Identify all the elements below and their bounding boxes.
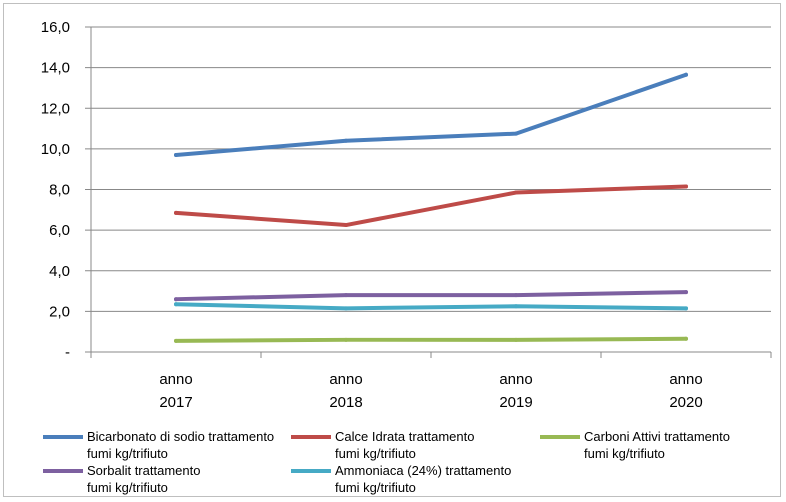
y-tick-label: 6,0	[49, 222, 70, 239]
data-point	[344, 306, 348, 311]
data-point	[684, 336, 688, 341]
legend-label-line: Calce Idrata trattamento	[335, 429, 475, 444]
tick-labels: - 2,0 4,0 6,0 8,0 10,0 12,0 14,0 16,0 anno 2017 ann…	[41, 19, 703, 411]
y-tick-label: 16,0	[41, 19, 70, 36]
y-tick-label: 4,0	[49, 263, 70, 280]
series-line-3	[174, 336, 688, 343]
legend-label: Calce Idrata trattamento fumi kg/trifiuto	[335, 428, 474, 462]
axes	[85, 26, 772, 358]
data-point	[684, 290, 688, 295]
series-line-4	[174, 290, 688, 302]
x-tick-label: anno	[499, 371, 532, 388]
data-point	[514, 131, 518, 136]
x-tick-label: 2019	[499, 394, 532, 411]
legend-label-line: fumi kg/trifiuto	[87, 480, 168, 495]
legend-label-line: fumi kg/trifiuto	[335, 480, 416, 495]
legend-label-line: Carboni Attivi trattamento	[584, 429, 730, 444]
legend-swatch	[43, 435, 83, 439]
data-point	[174, 152, 178, 157]
data-point	[514, 304, 518, 309]
data-point	[514, 293, 518, 298]
x-tick-label: anno	[329, 371, 362, 388]
y-tick-label: 14,0	[41, 60, 70, 77]
series-line-1	[174, 72, 688, 157]
data-point	[684, 306, 688, 311]
x-tick-label: anno	[669, 371, 702, 388]
legend-swatch	[43, 469, 83, 473]
y-tick-label: -	[65, 344, 70, 361]
data-point	[174, 338, 178, 343]
series-lines	[174, 72, 688, 343]
y-tick-label: 12,0	[41, 100, 70, 117]
data-point	[684, 72, 688, 77]
legend-label: Bicarbonato di sodio trattamento fumi kg/…	[87, 428, 274, 462]
legend-label-line: Sorbalit trattamento	[87, 463, 201, 478]
legend-label: Ammoniaca (24%) trattamento fumi kg/trifi…	[335, 462, 511, 496]
x-tick-label: 2017	[159, 394, 192, 411]
data-point	[514, 190, 518, 195]
data-point	[344, 138, 348, 143]
data-point	[344, 337, 348, 342]
legend-label-line: fumi kg/trifiuto	[584, 446, 665, 461]
x-tick-label: anno	[159, 371, 192, 388]
legend-label: Carboni Attivi trattamento fumi kg/trifiu…	[584, 428, 730, 462]
legend-swatch	[291, 469, 331, 473]
x-tick-label: 2018	[329, 394, 362, 411]
data-point	[514, 337, 518, 342]
y-tick-label: 8,0	[49, 182, 70, 199]
y-tick-label: 10,0	[41, 141, 70, 158]
y-tick-label: 2,0	[49, 303, 70, 320]
data-point	[174, 210, 178, 215]
legend-swatch	[540, 435, 580, 439]
data-point	[174, 297, 178, 302]
legend-label: Sorbalit trattamento fumi kg/trifiuto	[87, 462, 200, 496]
legend-label-line: fumi kg/trifiuto	[87, 446, 168, 461]
legend-label-line: fumi kg/trifiuto	[335, 446, 416, 461]
legend-label-line: Bicarbonato di sodio trattamento	[87, 429, 275, 444]
series-line-2	[174, 184, 688, 228]
data-point	[344, 223, 348, 228]
data-point	[344, 293, 348, 298]
data-point	[684, 184, 688, 189]
x-tick-label: 2020	[669, 394, 702, 411]
legend-swatch	[291, 435, 331, 439]
gridlines	[91, 26, 771, 312]
data-point	[174, 302, 178, 307]
legend-label-line: Ammoniaca (24%) trattamento	[335, 463, 512, 478]
series-line-5	[174, 302, 688, 311]
